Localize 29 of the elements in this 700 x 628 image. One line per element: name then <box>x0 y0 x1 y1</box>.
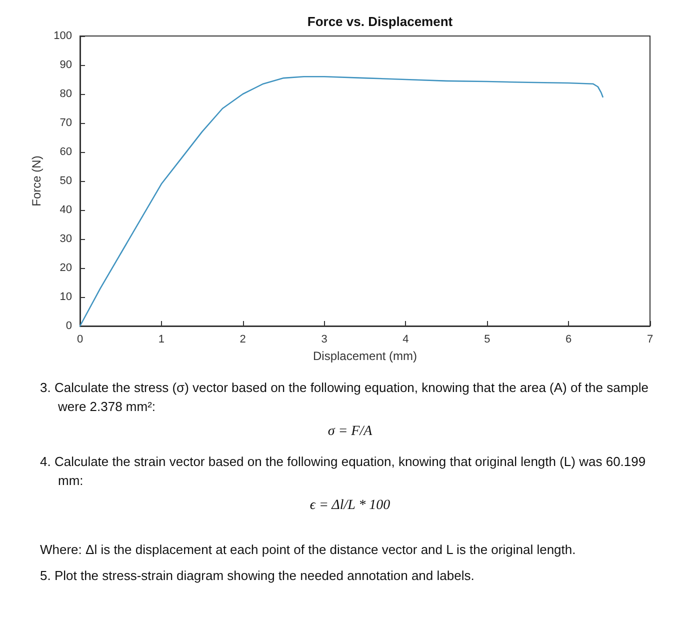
y-tick-label: 60 <box>60 146 72 158</box>
x-tick-label: 4 <box>402 334 409 346</box>
y-tick-label: 0 <box>66 320 72 332</box>
text: σ = F/A <box>326 424 374 440</box>
x-tick-label: 3 <box>321 334 328 346</box>
text: 3. Calculate the stress (σ) vector based on the following equation, knowing that the area (A) of the sample were 2.378 mm²: <box>40 379 650 416</box>
y-axis-title: Force (N) <box>30 156 44 206</box>
x-tick-label: 6 <box>566 334 572 346</box>
y-tick-label: 30 <box>60 233 72 245</box>
y-tick-label: 20 <box>60 262 72 274</box>
x-axis-title: Displacement (mm) <box>312 348 418 363</box>
y-tick-label: 40 <box>60 204 72 216</box>
text: Where: Δl is the displacement at each point of the distance vector and L is the original length. <box>40 541 577 559</box>
text: 4. Calculate the strain vector based on the following equation, knowing that original length (L) was 60.199 mm: <box>40 453 647 490</box>
y-tick-label: 80 <box>60 88 72 100</box>
line-series <box>79 76 604 327</box>
x-tick-label: 5 <box>484 334 490 346</box>
text: ϵ = Δl/L * 100 <box>308 498 392 514</box>
y-tick-label: 90 <box>60 59 72 71</box>
y-tick-label: 70 <box>60 117 72 129</box>
x-tick-label: 1 <box>158 334 164 346</box>
chart-title: Force vs. Displacement <box>307 14 454 29</box>
y-tick-label: 10 <box>60 291 72 303</box>
y-tick-label: 100 <box>54 30 72 42</box>
x-tick-label: 0 <box>76 334 84 346</box>
text: 5. Plot the stress-strain diagram showing the needed annotation and labels. <box>40 567 476 585</box>
y-tick-label: 50 <box>60 175 72 187</box>
x-tick-label: 2 <box>240 334 246 346</box>
x-tick-label: 7 <box>646 334 654 346</box>
